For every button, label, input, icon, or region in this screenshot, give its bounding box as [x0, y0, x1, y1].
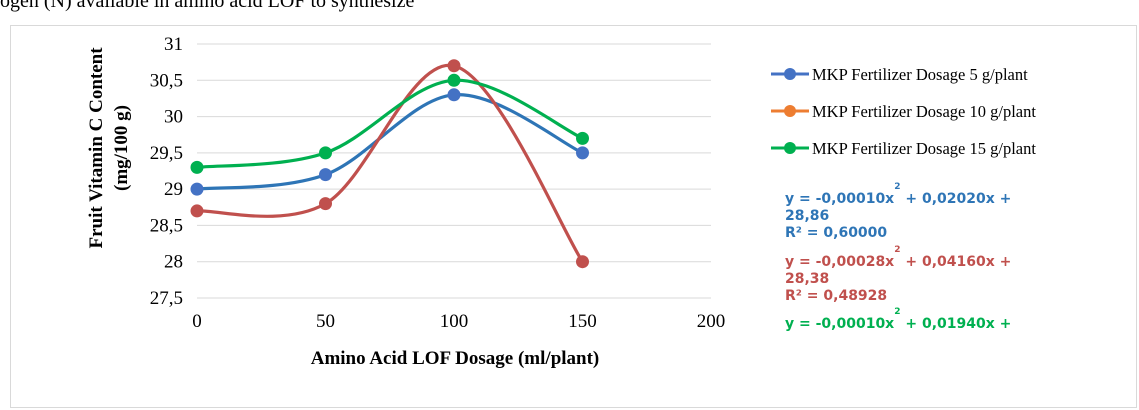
series-line-2 [195, 63, 585, 264]
r-squared: R² = 0,60000 [785, 225, 887, 241]
legend-label: MKP Fertilizer Dosage 10 g/plant [812, 102, 1036, 121]
data-point [190, 160, 204, 174]
y-axis-title-line2: (mg/100 g) [111, 105, 132, 191]
legend-marker [784, 68, 796, 80]
legend-marker [784, 105, 796, 117]
y-tick-label: 27,5 [150, 288, 183, 309]
y-axis-title-line1: Fruit Vitamin C Content [86, 47, 107, 249]
legend-label: MKP Fertilizer Dosage 15 g/plant [812, 139, 1036, 158]
y-tick-labels: 27,5 28 28,5 29 29,5 30 30,5 31 [150, 34, 183, 309]
y-tick-label: 29 [164, 179, 183, 200]
data-point [447, 88, 461, 102]
x-axis-title: Amino Acid LOF Dosage (ml/plant) [311, 348, 600, 369]
r-squared: R² = 0,48928 [785, 288, 887, 304]
data-point [190, 182, 204, 196]
series-lines [195, 63, 585, 264]
equation-line: y = -0,00028x2 + 0,04160x + [785, 245, 1011, 270]
data-point [190, 204, 204, 218]
data-point [319, 197, 332, 211]
x-tick-label: 50 [316, 311, 335, 332]
data-point [447, 59, 461, 73]
legend: MKP Fertilizer Dosage 5 g/plant MKP Ferti… [771, 65, 1036, 158]
data-point [319, 146, 332, 160]
equation-line: y = -0,00010x2 + 0,01940x + [785, 307, 1011, 332]
x-tick-label: 200 [697, 311, 726, 332]
equation-constant: 28,86 [785, 208, 829, 224]
y-tick-label: 28,5 [150, 215, 183, 236]
x-tick-label: 0 [192, 311, 202, 332]
x-tick-label: 150 [568, 311, 597, 332]
caption-fragment: ogen (N) available in amino acid LOF to … [0, 0, 415, 12]
y-tick-label: 30,5 [150, 70, 183, 91]
y-tick-label: 30 [164, 107, 183, 128]
legend-marker [784, 142, 796, 154]
y-tick-label: 28 [164, 252, 183, 273]
y-tick-label: 31 [164, 34, 183, 55]
data-point [576, 131, 589, 145]
chart-frame [10, 25, 1137, 408]
data-point [447, 73, 461, 87]
data-point [576, 146, 589, 160]
series-line-3 [195, 78, 585, 169]
legend-label: MKP Fertilizer Dosage 5 g/plant [812, 65, 1028, 84]
data-point [319, 168, 332, 182]
equation-constant: 28,38 [785, 271, 829, 287]
gridlines [197, 43, 711, 299]
y-tick-label: 29,5 [150, 143, 183, 164]
series-markers [190, 59, 589, 269]
equation-line: y = -0,00010x2 + 0,02020x + [785, 182, 1011, 207]
data-point [576, 255, 589, 269]
x-tick-labels: 0 50 100 150 200 [192, 311, 725, 332]
series-line-1 [195, 93, 585, 191]
x-tick-label: 100 [440, 311, 469, 332]
